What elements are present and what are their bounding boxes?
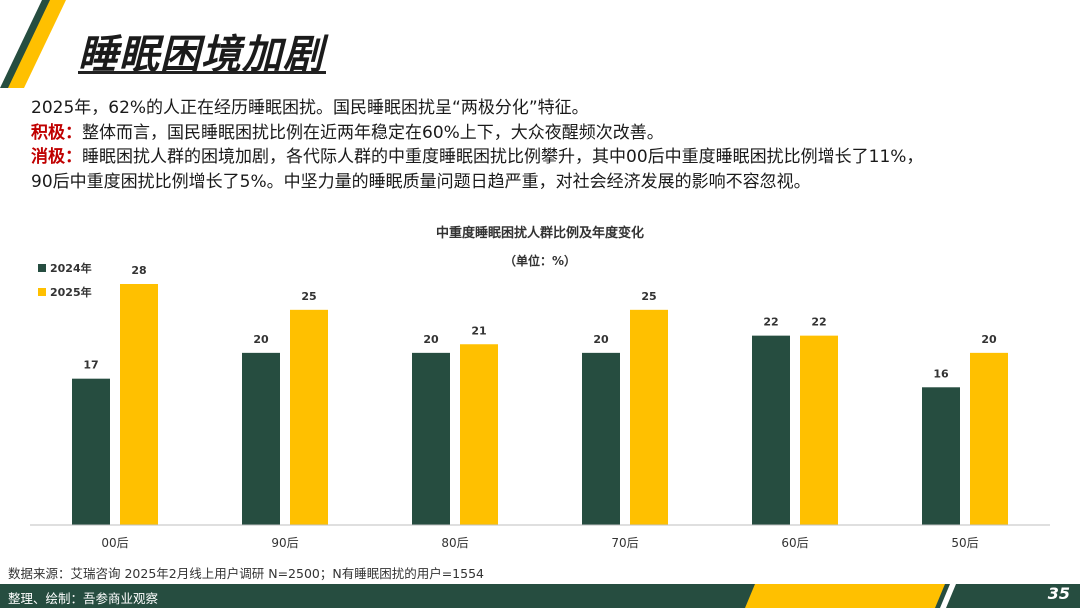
- intro-line-negative-2: 90后中重度困扰比例增长了5%。中坚力量的睡眠质量问题日趋严重，对社会经济发展的…: [31, 171, 811, 192]
- bar-60后-2025年: [800, 335, 838, 525]
- data-label-60后-2025年: 22: [811, 316, 826, 329]
- bar-50后-2025年: [970, 352, 1008, 525]
- intro-line-1: 2025年，62%的人正在经历睡眠困扰。国民睡眠困扰呈“两极分化”特征。: [31, 98, 589, 118]
- bar-60后-2024年: [752, 335, 790, 525]
- negative-text: 睡眠困扰人群的困境加剧，各代际人群的中重度睡眠困扰比例攀升，其中00后中重度睡眠…: [82, 147, 924, 167]
- bar-90后-2025年: [290, 309, 328, 525]
- x-tick-label-80后: 80后: [441, 536, 468, 550]
- x-axis-labels: 00后 90后 80后 70后 60后 50后: [101, 536, 978, 550]
- title-underline: [78, 71, 326, 74]
- chart-subtitle: （单位：%）: [504, 253, 576, 268]
- page-number: 35: [1047, 584, 1070, 603]
- intro-line-negative: 消极：睡眠困扰人群的困境加剧，各代际人群的中重度睡眠困扰比例攀升，其中00后中重…: [31, 145, 1071, 170]
- data-label-60后-2024年: 22: [763, 316, 778, 329]
- bar-00后-2025年: [120, 284, 158, 525]
- bar-80后-2024年: [412, 352, 450, 525]
- data-label-00后-2024年: 17: [83, 359, 98, 372]
- x-tick-label-90后: 90后: [271, 536, 298, 550]
- gold-slash: [8, 0, 66, 88]
- x-tick-label-60后: 60后: [781, 536, 808, 550]
- bar-80后-2025年: [460, 344, 498, 525]
- bar-70后-2024年: [582, 352, 620, 525]
- data-label-90后-2025年: 25: [301, 290, 316, 303]
- chart-title: 中重度睡眠困扰人群比例及年度变化: [436, 225, 644, 241]
- bar-90后-2024年: [242, 352, 280, 525]
- x-tick-label-00后: 00后: [101, 536, 128, 550]
- data-label-00后-2025年: 28: [131, 264, 146, 277]
- intro-line-positive: 积极：整体而言，国民睡眠困扰比例在近两年稳定在60%上下，大众夜醒频次改善。: [31, 121, 1071, 146]
- data-label-80后-2025年: 21: [471, 324, 486, 337]
- data-label-50后-2024年: 16: [933, 367, 949, 380]
- data-source: 数据来源：艾瑞咨询 2025年2月线上用户调研 N=2500；N有睡眠困扰的用户…: [8, 566, 484, 581]
- chart-bars: 17 28 20 25 20 21 20 25 22 22 16 20: [72, 264, 1008, 525]
- legend-swatch-2025年: [38, 288, 46, 296]
- negative-tag: 消极：: [31, 147, 82, 167]
- corner-decoration: [0, 0, 66, 88]
- legend-swatch-2024年: [38, 264, 46, 272]
- data-label-50后-2025年: 20: [981, 333, 997, 346]
- footer-credit: 整理、绘制：吾参商业观察: [8, 591, 159, 606]
- data-label-90后-2024年: 20: [253, 333, 269, 346]
- bar-70后-2025年: [630, 309, 668, 525]
- page-title: 睡眠困境加剧: [78, 32, 324, 78]
- chart-legend: 2024年 2025年: [38, 261, 92, 299]
- footer-gold-accent: [745, 584, 945, 608]
- bar-00后-2024年: [72, 378, 110, 525]
- x-tick-label-50后: 50后: [951, 536, 978, 550]
- data-label-70后-2025年: 25: [641, 290, 656, 303]
- x-tick-label-70后: 70后: [611, 536, 638, 550]
- positive-tag: 积极：: [31, 122, 82, 143]
- data-label-70后-2024年: 20: [593, 333, 609, 346]
- bar-50后-2024年: [922, 387, 960, 525]
- intro-text: 2025年，62%的人正在经历睡眠困扰。国民睡眠困扰呈“两极分化”特征。 积极：…: [31, 96, 1071, 194]
- legend-label-2024年: 2024年: [50, 261, 92, 275]
- footer-divider: [940, 584, 956, 608]
- data-label-80后-2024年: 20: [423, 333, 439, 346]
- bar-chart: 中重度睡眠困扰人群比例及年度变化 （单位：%） 2024年 2025年 17 28 2…: [30, 225, 1050, 550]
- legend-label-2025年: 2025年: [50, 285, 92, 299]
- footer-bar: [0, 584, 1080, 608]
- positive-text: 整体而言，国民睡眠困扰比例在近两年稳定在60%上下，大众夜醒频次改善。: [82, 122, 664, 143]
